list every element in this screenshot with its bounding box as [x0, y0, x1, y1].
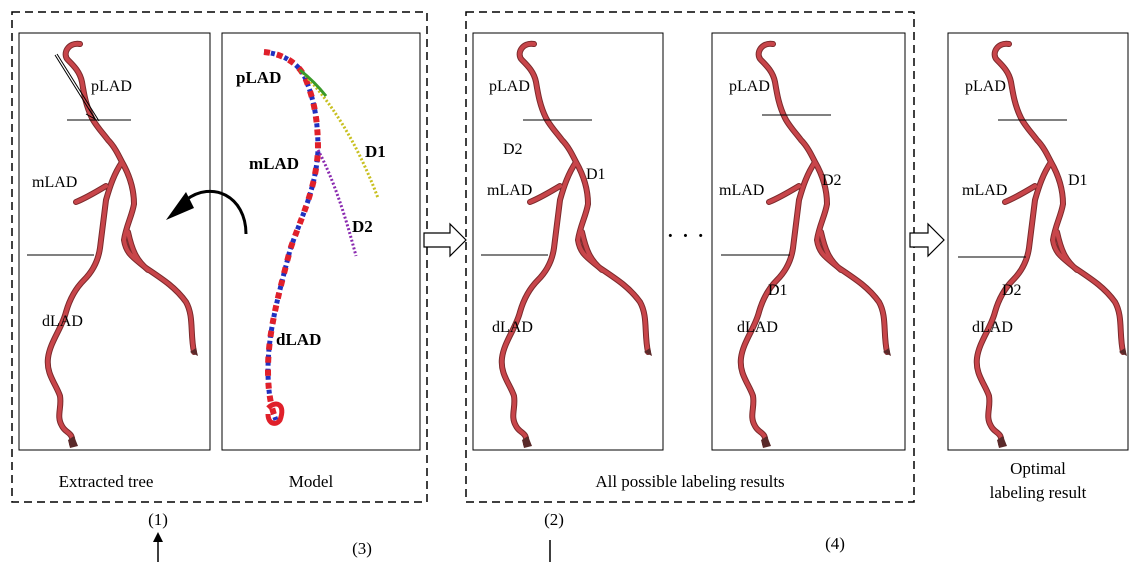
pointer-arrow [54, 54, 97, 121]
step-4: (4) [825, 534, 845, 553]
caption-extracted-tree: Extracted tree [59, 472, 154, 491]
curved-arrow-head [166, 192, 194, 220]
hollow-right-arrow-icon [909, 222, 945, 258]
panel-extracted-tree [18, 32, 211, 451]
caption-all-possible: All possible labeling results [595, 472, 784, 491]
curved-arrow-icon [185, 189, 248, 235]
tree-possible-b [741, 44, 891, 448]
caption-optimal-line1: Optimal [1010, 459, 1066, 478]
tree-extracted [48, 44, 198, 448]
model-branch-d2 [316, 149, 358, 257]
label-d2: D2 [503, 141, 523, 158]
step-1: (1) [148, 510, 168, 529]
step-3: (3) [352, 539, 372, 558]
panel-model [221, 32, 421, 451]
model-branch-d1 [298, 68, 380, 199]
panel-possible-a [472, 32, 664, 451]
panel-optimal [947, 32, 1129, 451]
label-dlad: dLAD [972, 319, 1013, 336]
caption-optimal-line2: labeling result [990, 483, 1087, 502]
label-dlad: dLAD [737, 319, 778, 336]
label-plad: pLAD [729, 78, 770, 95]
model-curve [263, 49, 380, 426]
label-mlad: mLAD [719, 182, 764, 199]
tree-possible-a [502, 44, 652, 448]
model-label-d1: D1 [365, 142, 386, 161]
step-2: (2) [544, 510, 564, 529]
label-d1: D1 [586, 166, 606, 183]
caption-model: Model [289, 472, 334, 491]
label-plad: pLAD [965, 78, 1006, 95]
label-d1: D1 [768, 282, 788, 299]
hollow-right-arrow-icon [423, 222, 467, 258]
label-dlad: dLAD [42, 313, 83, 330]
label-d1: D1 [1068, 172, 1088, 189]
label-dlad: dLAD [492, 319, 533, 336]
model-label-dlad: dLAD [276, 330, 321, 349]
group-box-1 [11, 11, 428, 503]
label-plad: pLAD [91, 78, 132, 95]
label-mlad: mLAD [487, 182, 532, 199]
ellipsis: · · · [666, 221, 705, 250]
up-arrow-head [153, 532, 163, 542]
label-d2: D2 [1002, 282, 1022, 299]
panel-possible-b [711, 32, 906, 451]
group-box-2 [465, 11, 915, 503]
label-mlad: mLAD [962, 182, 1007, 199]
model-label-d2: D2 [352, 217, 373, 236]
label-mlad: mLAD [32, 174, 77, 191]
tree-optimal [977, 44, 1127, 448]
model-label-mlad: mLAD [249, 154, 299, 173]
label-plad: pLAD [489, 78, 530, 95]
model-label-plad: pLAD [236, 68, 281, 87]
label-d2: D2 [822, 172, 842, 189]
